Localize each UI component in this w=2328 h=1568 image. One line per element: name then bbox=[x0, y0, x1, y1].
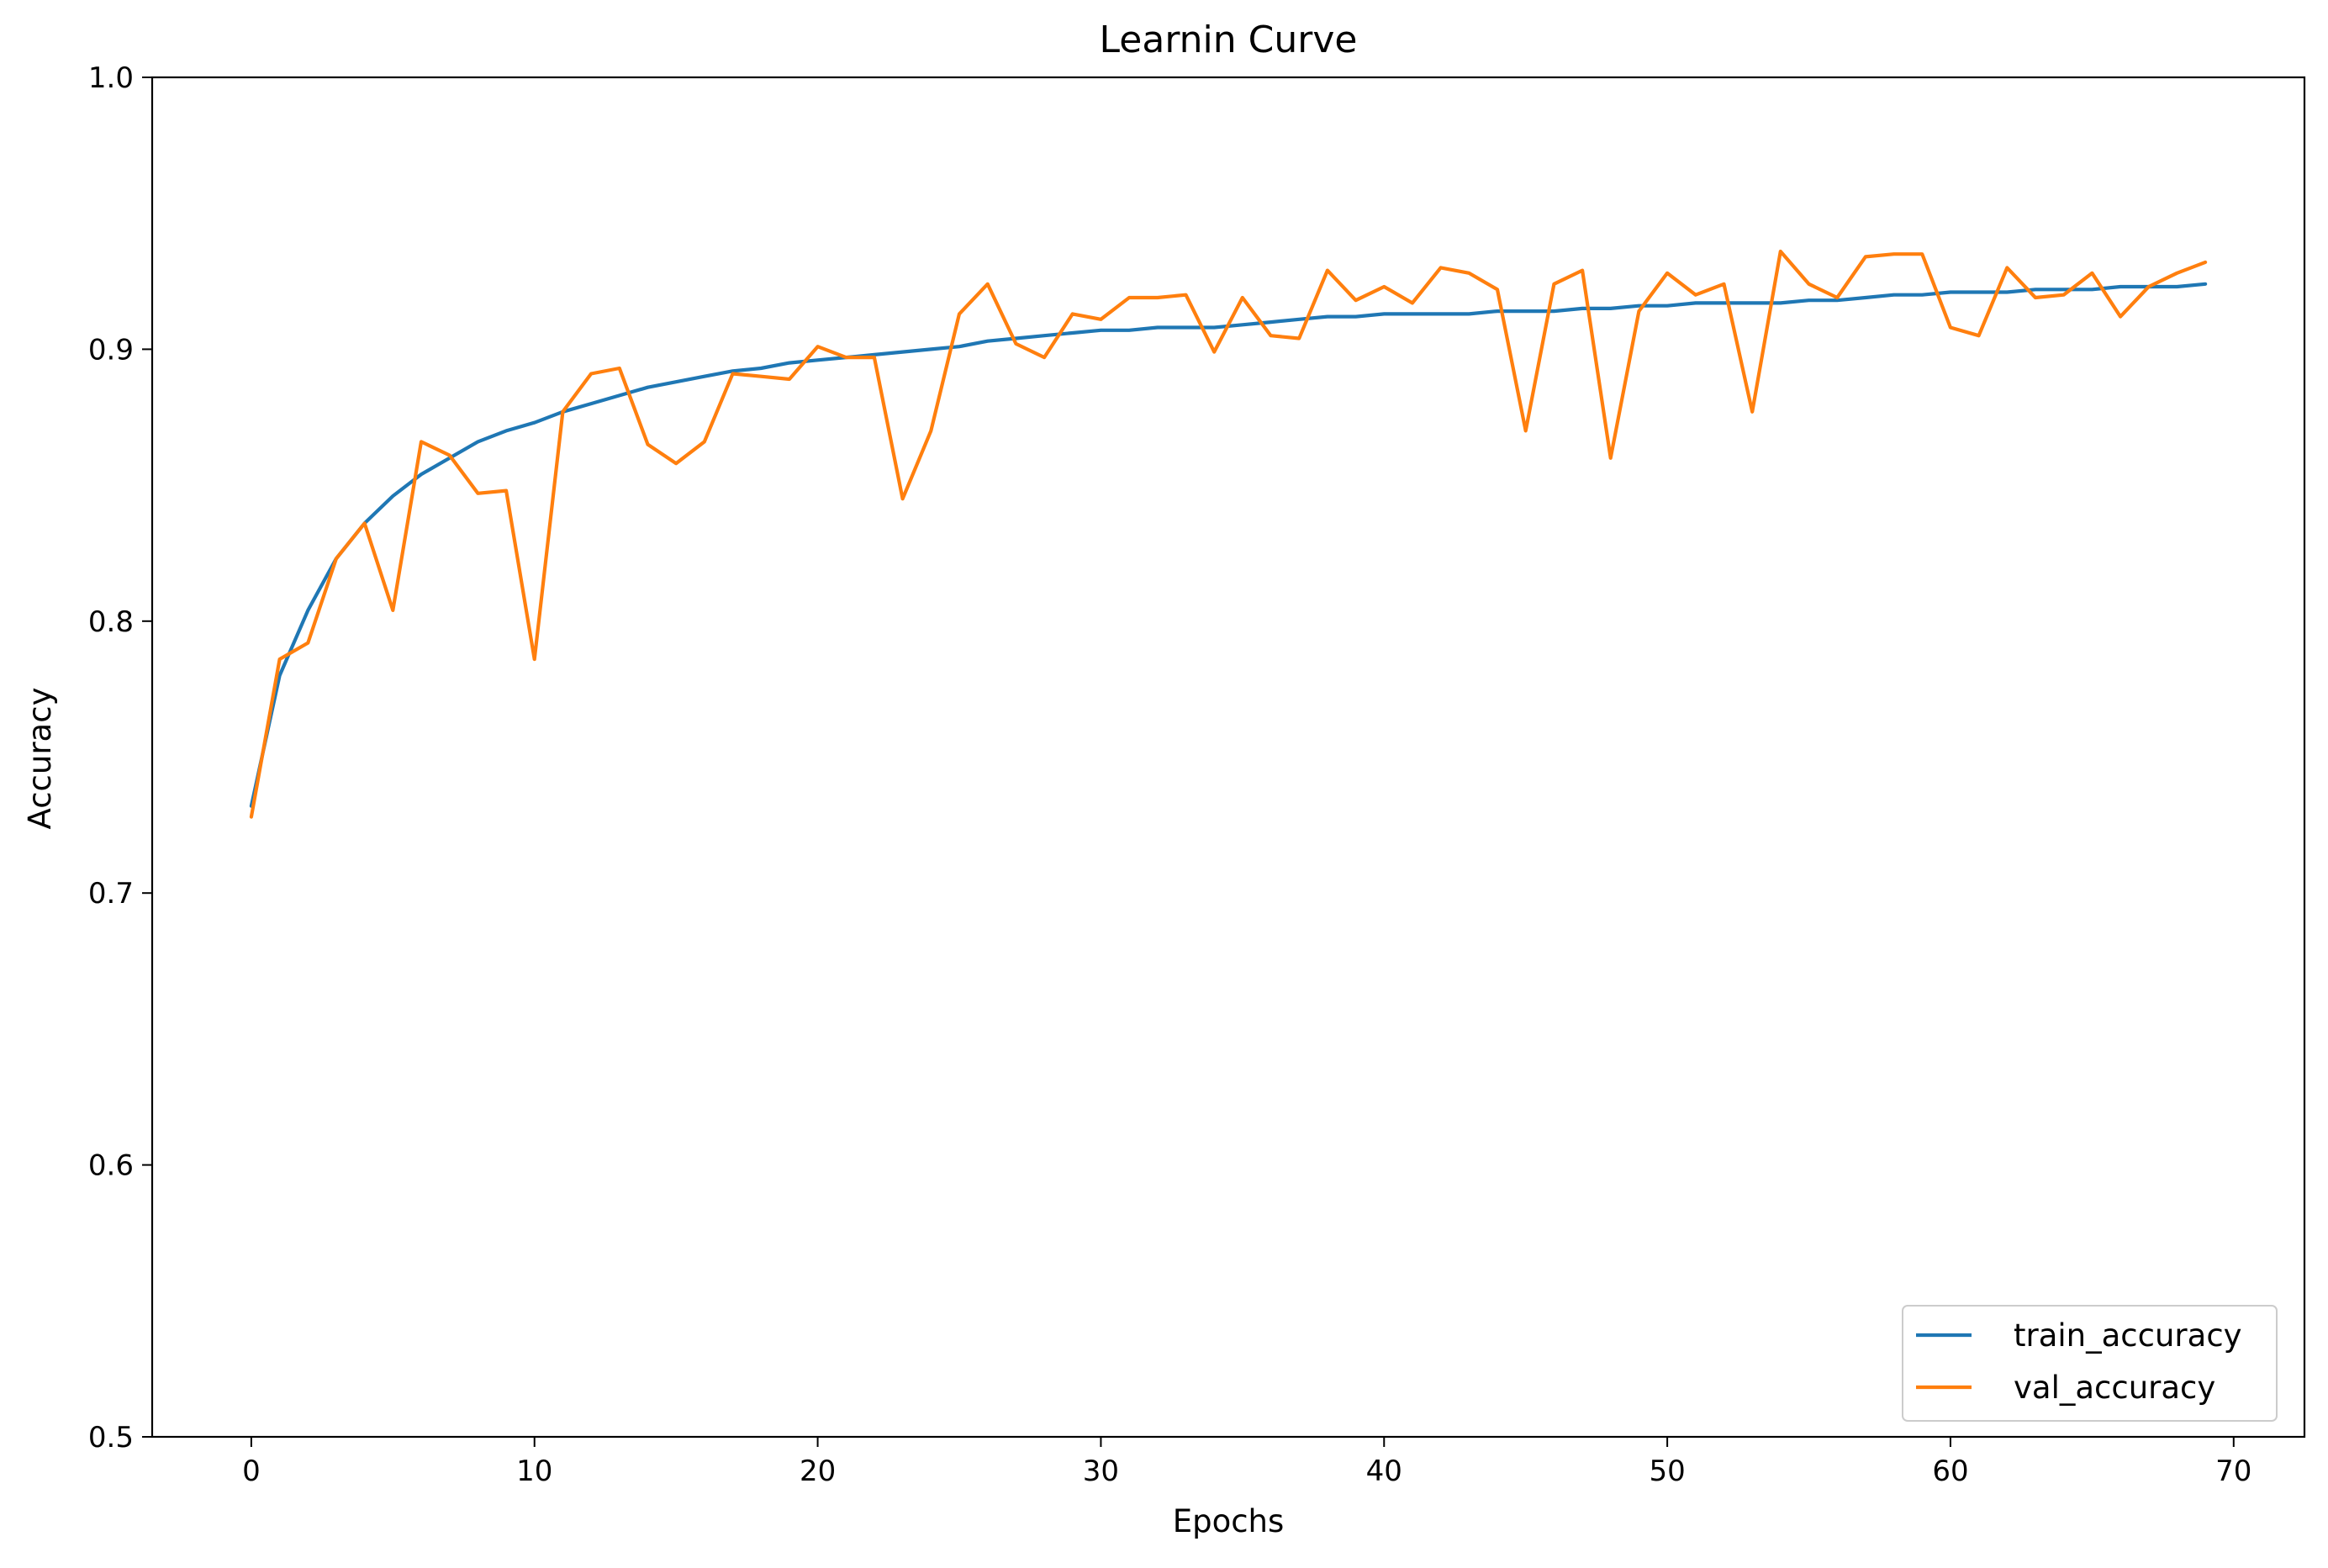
y-tick-label: 0.5 bbox=[88, 1421, 134, 1454]
x-tick-label: 50 bbox=[1649, 1454, 1685, 1488]
x-tick-label: 40 bbox=[1366, 1454, 1402, 1488]
y-tick-label: 1.0 bbox=[88, 61, 134, 95]
x-axis-label: Epochs bbox=[1173, 1503, 1285, 1539]
series-lines bbox=[249, 249, 2208, 819]
y-tick-label: 0.7 bbox=[88, 877, 134, 911]
y-tick-label: 0.8 bbox=[88, 605, 134, 639]
series-line-val-accuracy bbox=[249, 249, 2208, 819]
plot-frame bbox=[150, 76, 2306, 1439]
legend-label: val_accuracy bbox=[2014, 1370, 2215, 1406]
x-tick-label: 0 bbox=[242, 1454, 261, 1488]
y-tick-label: 0.9 bbox=[88, 333, 134, 367]
y-tick-label: 0.6 bbox=[88, 1149, 134, 1183]
axis-ticks: 0 10 20 30 40 50 60 70 0.5 0.6 0.7 0.8 0.9 1.0 bbox=[88, 61, 2252, 1488]
y-axis-label: Accuracy bbox=[22, 688, 58, 830]
legend-box bbox=[1902, 1305, 2278, 1422]
x-tick-label: 20 bbox=[800, 1454, 836, 1488]
x-tick-label: 30 bbox=[1083, 1454, 1119, 1488]
legend-label: train_accuracy bbox=[2014, 1317, 2242, 1354]
x-tick-label: 70 bbox=[2215, 1454, 2251, 1488]
x-tick-label: 10 bbox=[516, 1454, 552, 1488]
x-tick-label: 60 bbox=[1932, 1454, 1968, 1488]
chart-title: Learnin Curve bbox=[1100, 18, 1358, 61]
legend: train_accuracy val_accuracy bbox=[1902, 1305, 2278, 1422]
